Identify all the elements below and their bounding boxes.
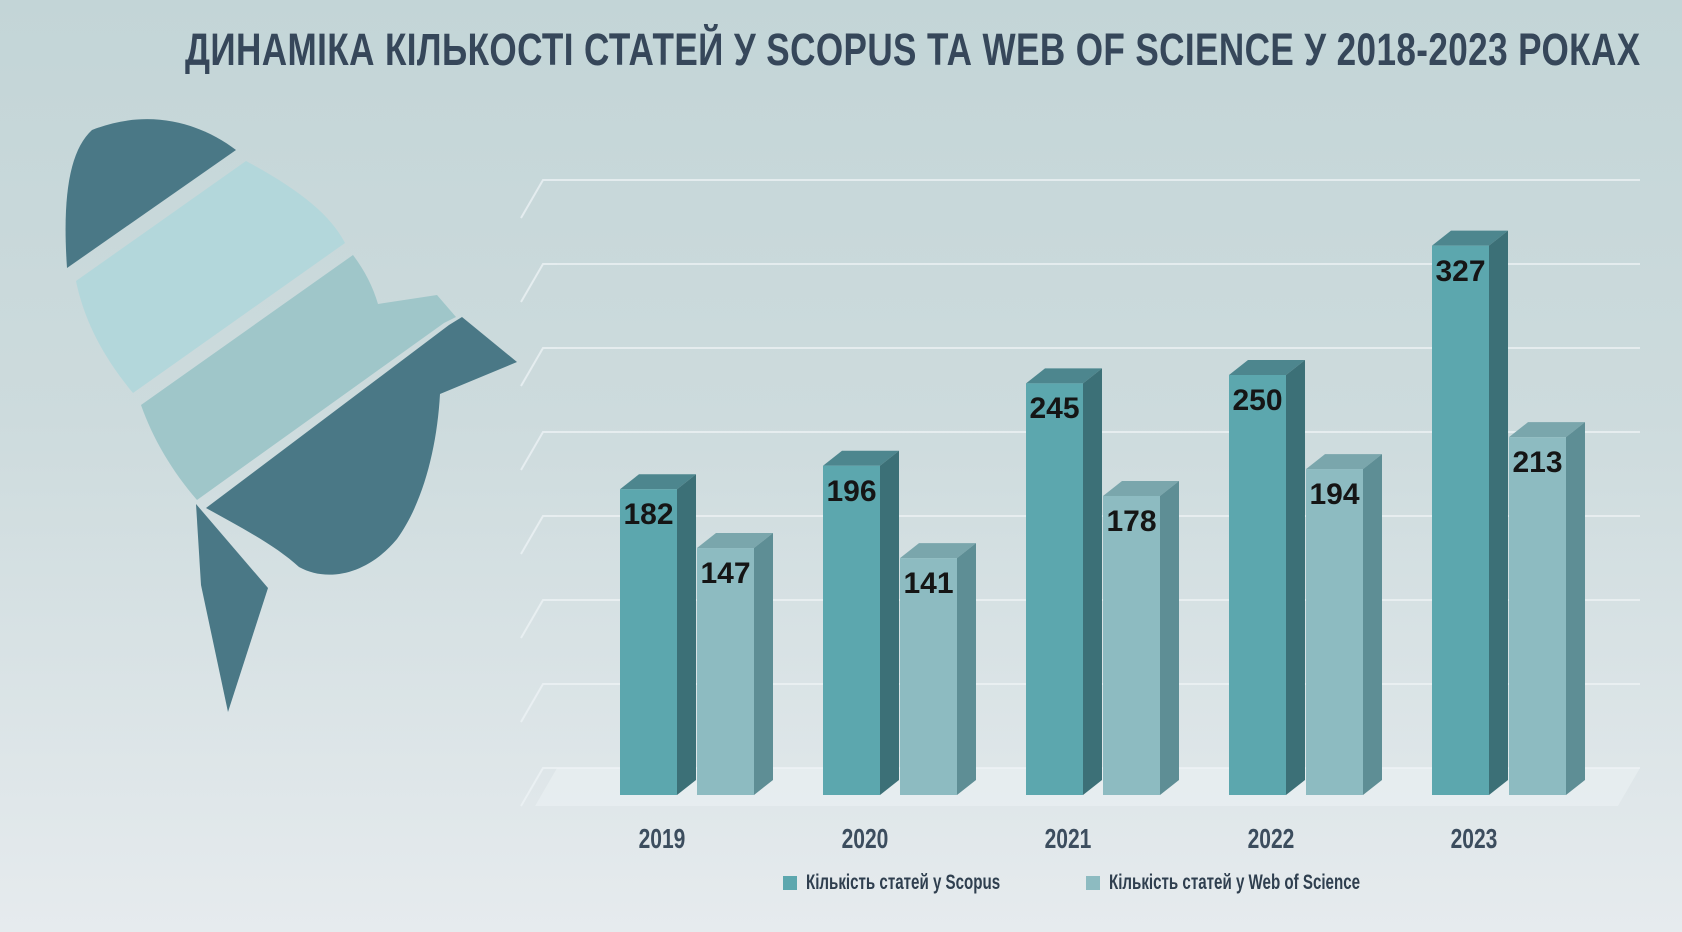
- bar-group-2023: [1432, 230, 1585, 795]
- bar-side-face: [1489, 230, 1508, 795]
- rocket-nose: [65, 119, 236, 269]
- rocket-body-lower: [141, 255, 456, 500]
- bar-side-face: [957, 543, 976, 795]
- gridline-tick: [520, 767, 557, 807]
- legend-swatch-web-of-science: [1086, 876, 1100, 890]
- gridline-tick: [520, 683, 557, 723]
- bar-front-face: [900, 558, 957, 795]
- bar-top-face: [1026, 368, 1102, 384]
- legend-swatch-scopus: [783, 876, 797, 890]
- bar-front-face: [1103, 495, 1160, 795]
- rocket-bottom-fin: [196, 504, 268, 712]
- bar-front-face: [1229, 375, 1286, 795]
- bar-top-face: [697, 533, 773, 549]
- legend-label-scopus: Кількість статей у Scopus: [806, 871, 1001, 894]
- gridline-tick: [520, 431, 557, 471]
- legend-item-web-of-science: Кількість статей у Web of Science: [1086, 871, 1458, 894]
- bar-group-2019: [620, 474, 773, 795]
- bar-top-face: [823, 450, 899, 466]
- bar-front-face: [1026, 383, 1083, 795]
- bar-top-face: [620, 474, 696, 490]
- gridline-tick: [520, 263, 557, 303]
- gridline-tick: [520, 599, 557, 639]
- bar-front-face: [1432, 245, 1489, 795]
- bar-front-face: [823, 465, 880, 795]
- legend-item-scopus: Кількість статей у Scopus: [783, 871, 1076, 894]
- bar-top-face: [1103, 480, 1179, 496]
- chart-title: ДИНАМІКА КІЛЬКОСТІ СТАТЕЙ У SCOPUS ТА WE…: [185, 24, 1641, 75]
- legend-label-web-of-science: Кількість статей у Web of Science: [1109, 871, 1361, 894]
- bar-front-face: [620, 489, 677, 795]
- bar-side-face: [1083, 368, 1102, 795]
- rocket-body-upper: [76, 161, 345, 393]
- bar-group-2022: [1229, 360, 1382, 795]
- bar-group-2021: [1026, 368, 1179, 795]
- bar-side-face: [1363, 454, 1382, 795]
- bar-top-face: [1229, 360, 1305, 375]
- rocket-engine-and-right-fin: [206, 317, 517, 575]
- bar-front-face: [1306, 469, 1363, 795]
- bar-top-face: [1509, 422, 1585, 438]
- bar-side-face: [880, 450, 899, 795]
- bar-top-face: [1432, 230, 1508, 246]
- gridline-tick: [520, 347, 557, 387]
- bar-front-face: [1509, 437, 1566, 795]
- bar-side-face: [1160, 480, 1179, 795]
- gridline-tick: [520, 515, 557, 555]
- bar-side-face: [1286, 360, 1305, 795]
- bar-side-face: [1566, 422, 1585, 795]
- bar-top-face: [1306, 454, 1382, 470]
- bar-group-2020: [823, 450, 976, 795]
- bar-side-face: [754, 533, 773, 795]
- bar-side-face: [677, 474, 696, 795]
- bar-front-face: [697, 548, 754, 795]
- gridline-tick: [520, 179, 557, 219]
- bar-top-face: [900, 543, 976, 559]
